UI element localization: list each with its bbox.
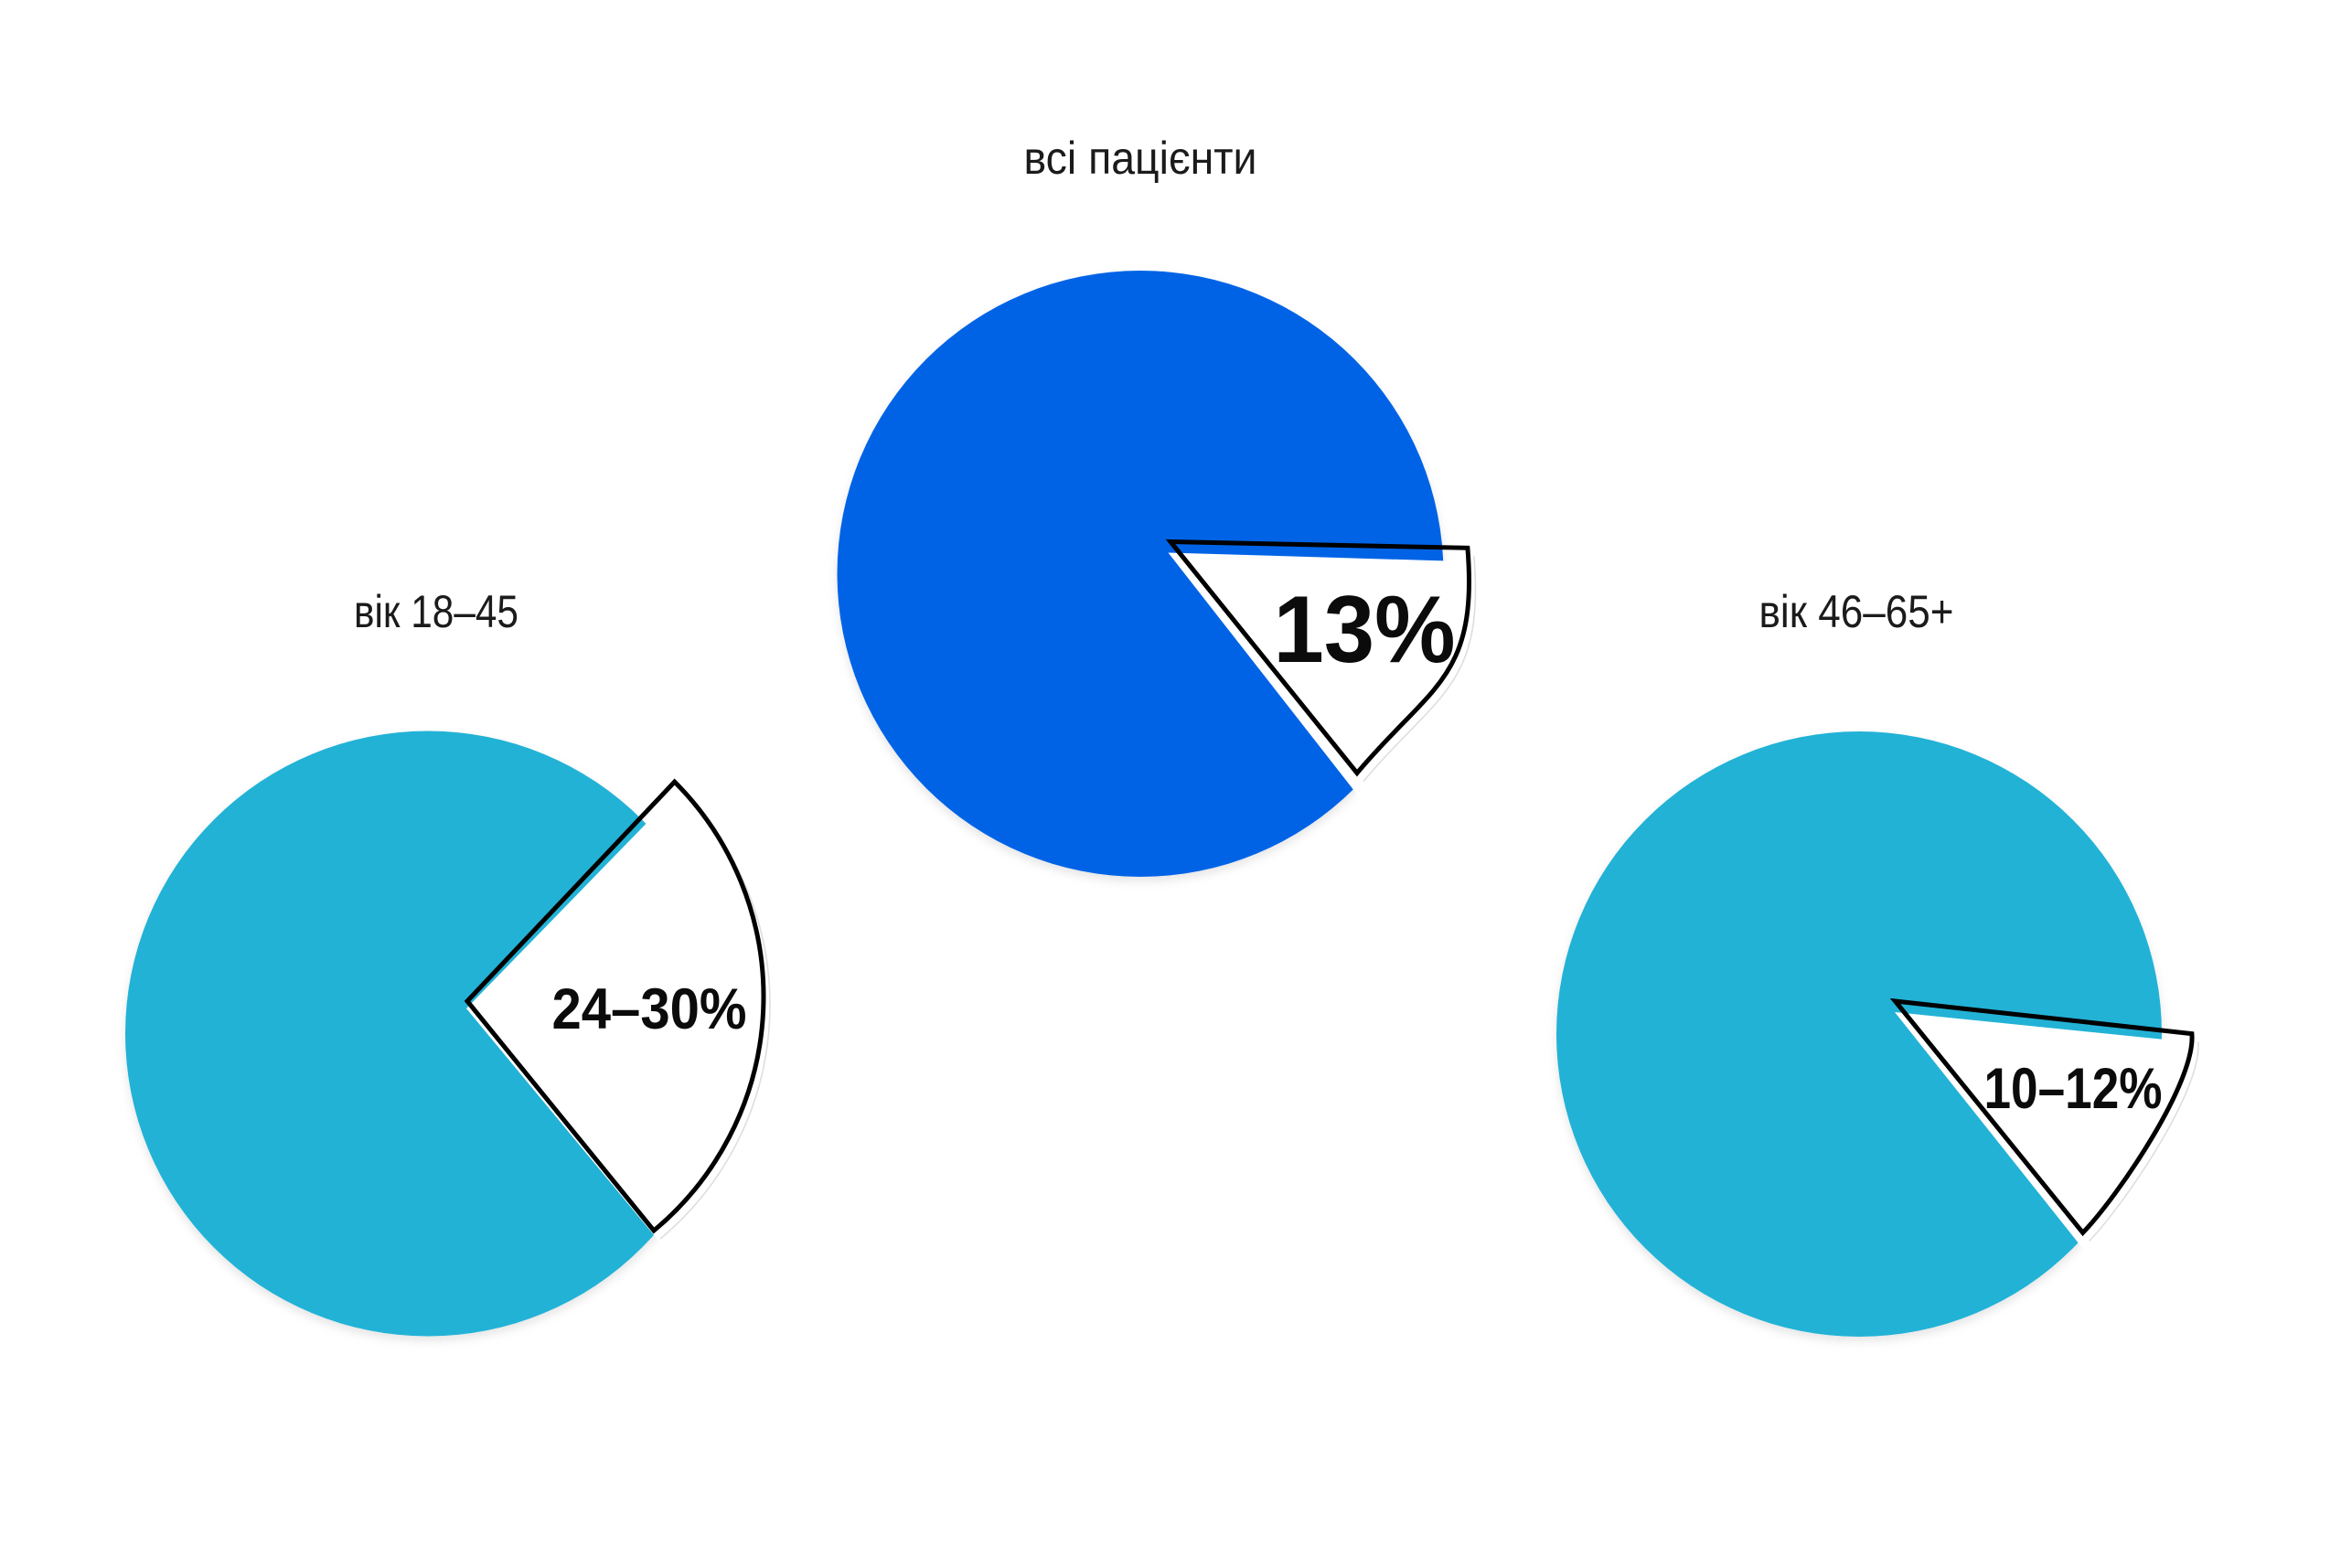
svg-text:24–30%: 24–30% [552,977,747,1041]
svg-text:вік 46–65+: вік 46–65+ [1759,586,1954,637]
svg-text:13%: 13% [1274,577,1456,683]
svg-text:10–12%: 10–12% [1984,1057,2163,1121]
svg-text:вік 18–45: вік 18–45 [354,586,518,637]
svg-text:всі пацієнти: всі пацієнти [1024,133,1257,184]
